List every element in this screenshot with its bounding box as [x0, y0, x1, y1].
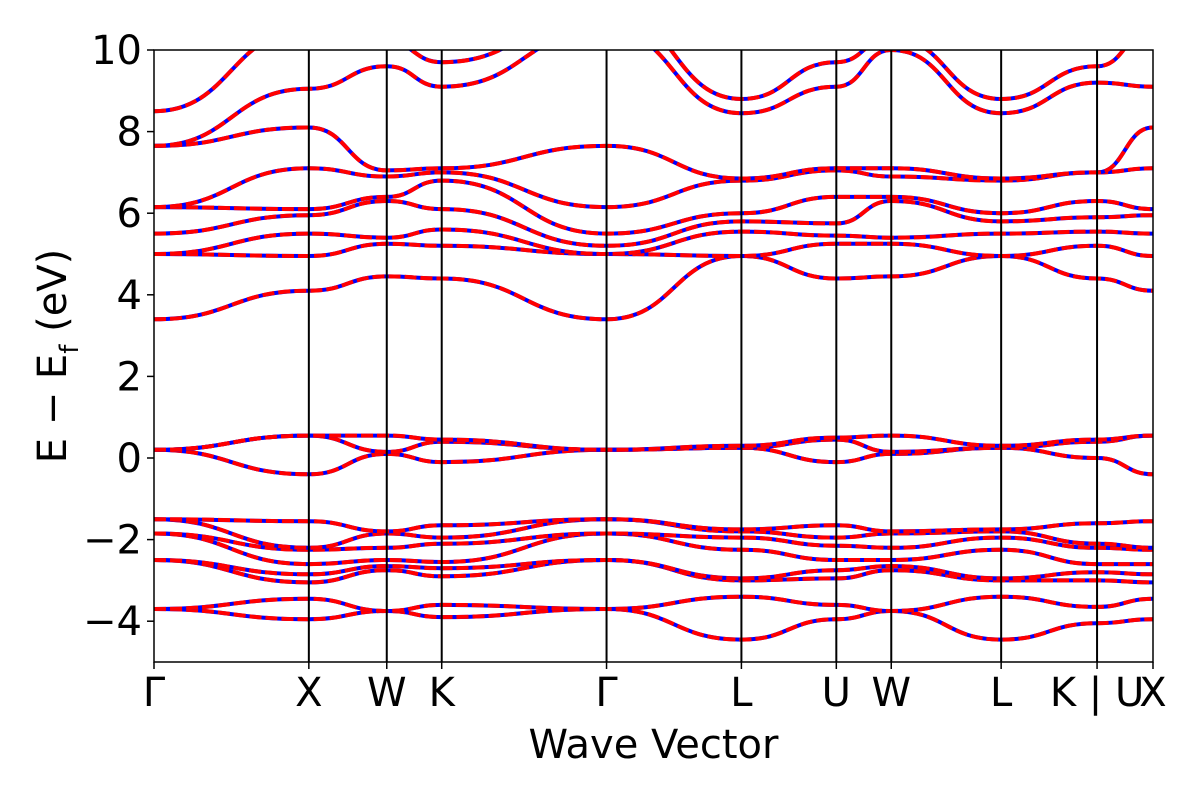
y-tick-label: 8	[117, 110, 142, 156]
x-tick-label: L	[730, 670, 753, 716]
band-line-overlay-18	[154, 125, 1153, 181]
band-line-9	[154, 445, 1153, 477]
band-line-overlay-13	[154, 241, 1153, 259]
band-line-overlay-16	[154, 178, 1153, 236]
y-axis-label-main: E − E	[30, 354, 76, 464]
band-line-overlay-2	[154, 594, 1153, 614]
y-axis-ticks: −4 −2 0 2 4 6 8 10	[83, 28, 154, 645]
x-tick-label: X	[295, 670, 322, 716]
band-line-20	[154, 50, 1126, 114]
x-tick-label: K | U	[1050, 670, 1144, 716]
plot-frame	[153, 49, 1154, 663]
band-line-overlay-1	[154, 606, 1153, 642]
band-line-overlay-17	[154, 166, 1153, 210]
band-line-overlay-9	[154, 445, 1153, 477]
x-tick-label: W	[367, 670, 407, 716]
y-tick-label: 2	[117, 354, 142, 400]
x-tick-label: Γ	[143, 670, 166, 716]
y-tick-label: 0	[117, 436, 142, 482]
band-series-group	[154, 50, 1153, 642]
band-line-overlay-4	[154, 557, 1153, 581]
x-tick-label: L	[990, 670, 1013, 716]
y-tick-label: −2	[83, 518, 142, 564]
band-line-1	[154, 606, 1153, 642]
band-line-12	[154, 253, 1153, 322]
x-tick-label: W	[871, 670, 911, 716]
x-tick-label: X	[1139, 670, 1166, 716]
x-tick-label: K	[429, 670, 457, 716]
x-tick-label: U	[822, 670, 851, 716]
y-tick-label: 4	[117, 273, 142, 319]
band-line-overlay-12	[154, 253, 1153, 322]
band-line-overlay-5	[154, 531, 1153, 567]
x-tick-label: Γ	[595, 670, 618, 716]
y-axis-label-subscript: f	[55, 344, 85, 354]
y-tick-label: −4	[83, 599, 142, 645]
high-symmetry-lines	[307, 50, 1099, 662]
band-line-overlay-8	[154, 517, 1153, 534]
x-axis-label: Wave Vector	[529, 722, 780, 768]
band-line-overlay-11	[154, 433, 1153, 452]
y-axis-label: E − Ef (eV)	[30, 249, 85, 464]
band-line-overlay-6	[154, 531, 1153, 552]
band-line-overlay-20	[154, 50, 1126, 114]
y-tick-label: 6	[117, 191, 142, 237]
y-axis-label-unit: (eV)	[30, 249, 76, 345]
y-tick-label: 10	[91, 28, 142, 74]
